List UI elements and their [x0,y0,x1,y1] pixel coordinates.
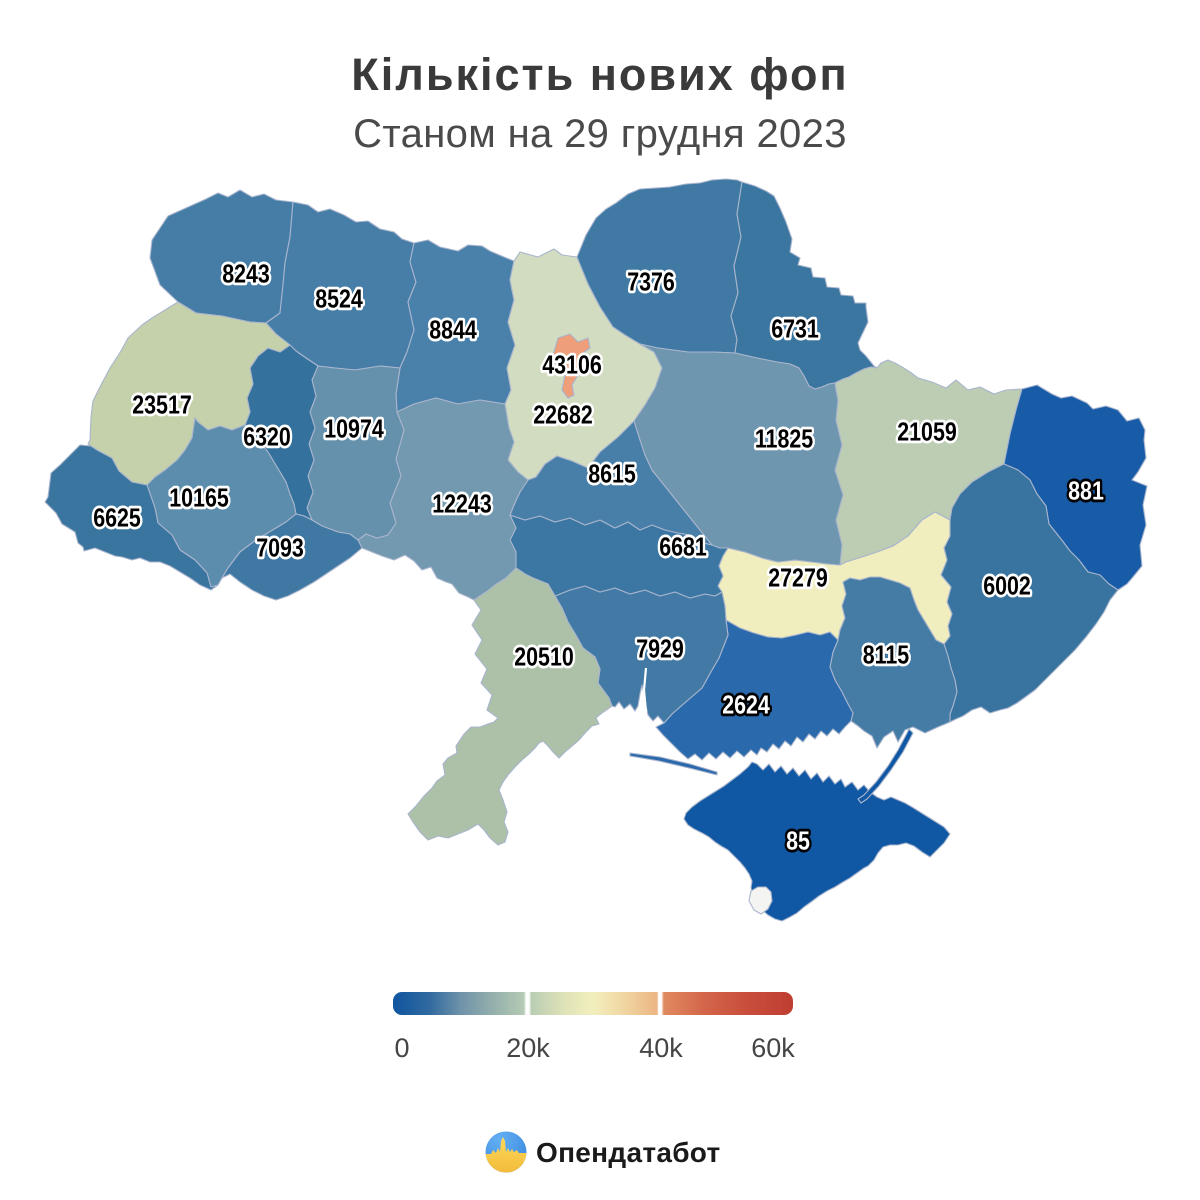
svg-text:22682: 22682 [533,401,593,429]
svg-text:21059: 21059 [897,418,957,446]
svg-text:6681: 6681 [659,533,707,561]
svg-text:Опендатабот: Опендатабот [536,1137,721,1168]
svg-text:10974: 10974 [324,415,384,443]
svg-text:6731: 6731 [771,315,819,343]
svg-text:43106: 43106 [542,351,602,379]
svg-text:10165: 10165 [169,484,229,512]
svg-text:0: 0 [394,1033,409,1063]
svg-text:8115: 8115 [863,641,909,669]
svg-text:40k: 40k [639,1033,683,1063]
svg-text:Кількість нових фоп: Кількість нових фоп [351,49,848,100]
svg-text:7093: 7093 [256,534,304,562]
svg-text:85: 85 [786,827,810,855]
svg-text:12243: 12243 [432,490,492,518]
svg-text:20k: 20k [506,1033,550,1063]
svg-text:27279: 27279 [768,564,828,592]
svg-text:60k: 60k [751,1033,795,1063]
svg-text:Станом на 29 грудня 2023: Станом на 29 грудня 2023 [353,112,847,156]
svg-text:7376: 7376 [627,268,675,296]
svg-text:8243: 8243 [222,260,270,288]
svg-text:20510: 20510 [514,643,574,671]
svg-text:8524: 8524 [315,285,363,313]
svg-text:7929: 7929 [636,635,684,663]
svg-text:6625: 6625 [93,504,141,532]
svg-text:6320: 6320 [243,423,291,451]
svg-text:8844: 8844 [429,316,477,344]
svg-text:2624: 2624 [722,691,770,719]
svg-text:11825: 11825 [755,425,813,453]
svg-text:6002: 6002 [983,572,1031,600]
svg-text:23517: 23517 [132,391,192,419]
svg-text:881: 881 [1068,477,1104,505]
svg-text:8615: 8615 [588,460,636,488]
